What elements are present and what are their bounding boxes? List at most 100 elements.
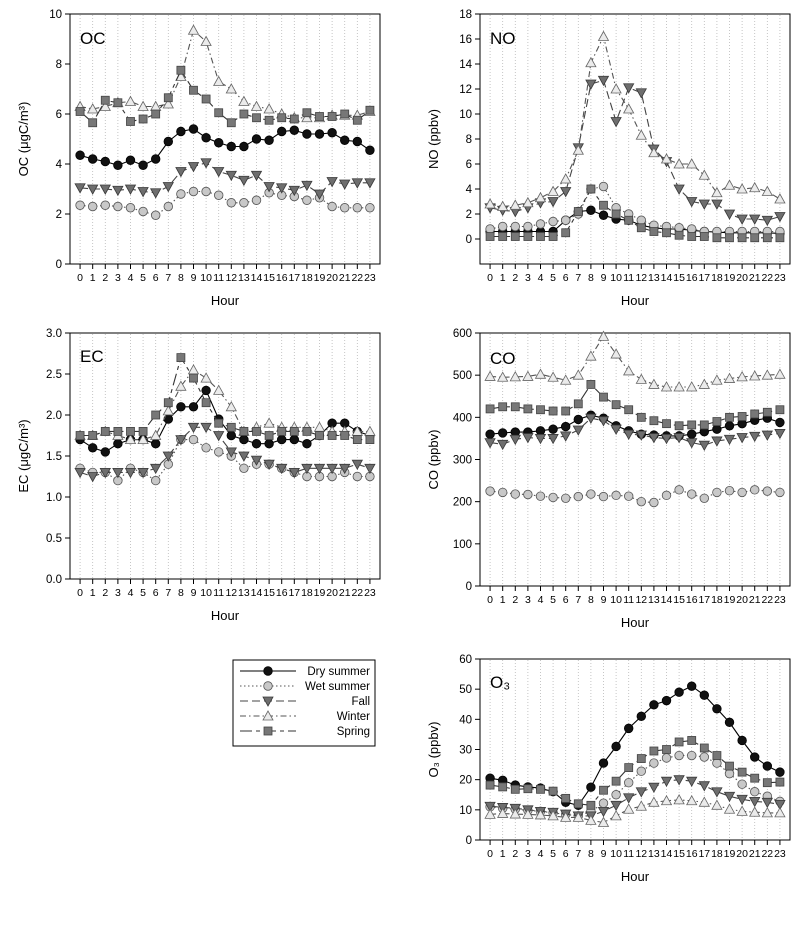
- data-point: [547, 810, 559, 821]
- series-fall: [74, 422, 376, 483]
- data-point: [522, 433, 534, 444]
- data-point: [112, 185, 124, 197]
- data-point: [636, 711, 647, 722]
- data-point: [302, 439, 312, 449]
- x-tick-label: 8: [178, 587, 184, 599]
- data-point: [484, 370, 496, 381]
- x-tick-label: 22: [351, 587, 363, 599]
- data-point: [548, 216, 558, 227]
- y-tick-label: 4: [466, 184, 473, 196]
- data-point: [87, 472, 99, 483]
- data-point: [586, 184, 596, 194]
- data-point: [636, 766, 647, 776]
- x-axis-label: Hour: [211, 608, 240, 623]
- data-point: [150, 429, 162, 440]
- legend-label-winter: Winter: [337, 711, 370, 723]
- plot-frame: [69, 332, 381, 580]
- data-point: [497, 221, 508, 232]
- data-point: [288, 185, 300, 197]
- data-point: [573, 491, 583, 502]
- data-point: [723, 803, 736, 814]
- series-fall: [484, 413, 786, 451]
- data-point: [510, 784, 520, 794]
- x-tick-label: 1: [500, 272, 506, 284]
- y-axis-label: EC (μgC/m³): [16, 419, 31, 492]
- data-point: [572, 369, 584, 380]
- series-line-wet_summer: [79, 439, 370, 482]
- series-winter: [74, 24, 376, 123]
- data-point: [277, 113, 287, 123]
- data-point: [340, 109, 350, 119]
- x-tick-label: 1: [90, 272, 96, 284]
- series-spring: [485, 380, 785, 431]
- data-point: [87, 154, 98, 164]
- data-point: [289, 125, 300, 135]
- data-point: [327, 431, 337, 440]
- data-point: [761, 797, 773, 809]
- data-point: [163, 136, 173, 147]
- data-point: [774, 807, 786, 818]
- data-point: [737, 233, 747, 243]
- data-point: [699, 743, 709, 753]
- y-tick-label: 12: [459, 84, 472, 96]
- data-point: [674, 737, 684, 747]
- data-point: [662, 228, 671, 238]
- data-point: [264, 439, 274, 449]
- x-tick-label: 22: [761, 848, 773, 860]
- data-point: [188, 186, 199, 197]
- x-tick-label: 18: [301, 272, 313, 284]
- data-point: [535, 219, 546, 229]
- series-line-dry_summer: [490, 414, 781, 437]
- series-line-fall: [79, 426, 371, 478]
- data-point: [536, 405, 545, 415]
- data-point: [648, 378, 660, 389]
- data-point: [124, 433, 137, 445]
- x-axis-label: Hour: [621, 869, 650, 884]
- plot-frame: [479, 332, 791, 587]
- data-point: [635, 430, 647, 441]
- data-point: [75, 150, 85, 160]
- data-point: [339, 179, 351, 190]
- data-point: [523, 221, 533, 232]
- data-point: [636, 223, 646, 233]
- series-winter: [484, 794, 786, 827]
- data-point: [485, 232, 495, 241]
- data-point: [761, 185, 773, 196]
- data-point: [137, 187, 149, 198]
- data-point: [365, 105, 375, 115]
- data-point: [263, 182, 275, 193]
- data-point: [100, 156, 110, 167]
- data-point: [352, 115, 362, 125]
- x-tick-label: 3: [115, 587, 121, 599]
- data-point: [176, 126, 186, 137]
- data-point: [723, 179, 736, 190]
- data-point: [226, 141, 237, 152]
- data-point: [176, 353, 186, 363]
- data-point: [636, 754, 646, 763]
- data-point: [125, 155, 136, 165]
- data-point: [598, 210, 609, 220]
- data-point: [635, 88, 647, 99]
- y-tick-label: 0: [56, 259, 62, 271]
- data-point: [365, 203, 375, 213]
- data-point: [687, 681, 697, 691]
- data-point: [573, 207, 583, 216]
- x-tick-label: 12: [225, 587, 237, 599]
- data-point: [497, 200, 509, 211]
- data-point: [534, 191, 547, 203]
- data-point: [252, 113, 261, 123]
- x-tick-label: 18: [301, 587, 313, 599]
- data-point: [548, 406, 558, 416]
- data-point: [660, 434, 673, 445]
- series-fall: [74, 158, 376, 200]
- data-point: [313, 421, 326, 432]
- data-point: [750, 787, 760, 797]
- data-point: [485, 429, 495, 439]
- data-point: [573, 399, 583, 409]
- data-point: [762, 778, 772, 788]
- data-point: [686, 438, 698, 449]
- data-point: [649, 416, 659, 426]
- series-wet_summer: [485, 181, 785, 237]
- data-point: [736, 183, 748, 194]
